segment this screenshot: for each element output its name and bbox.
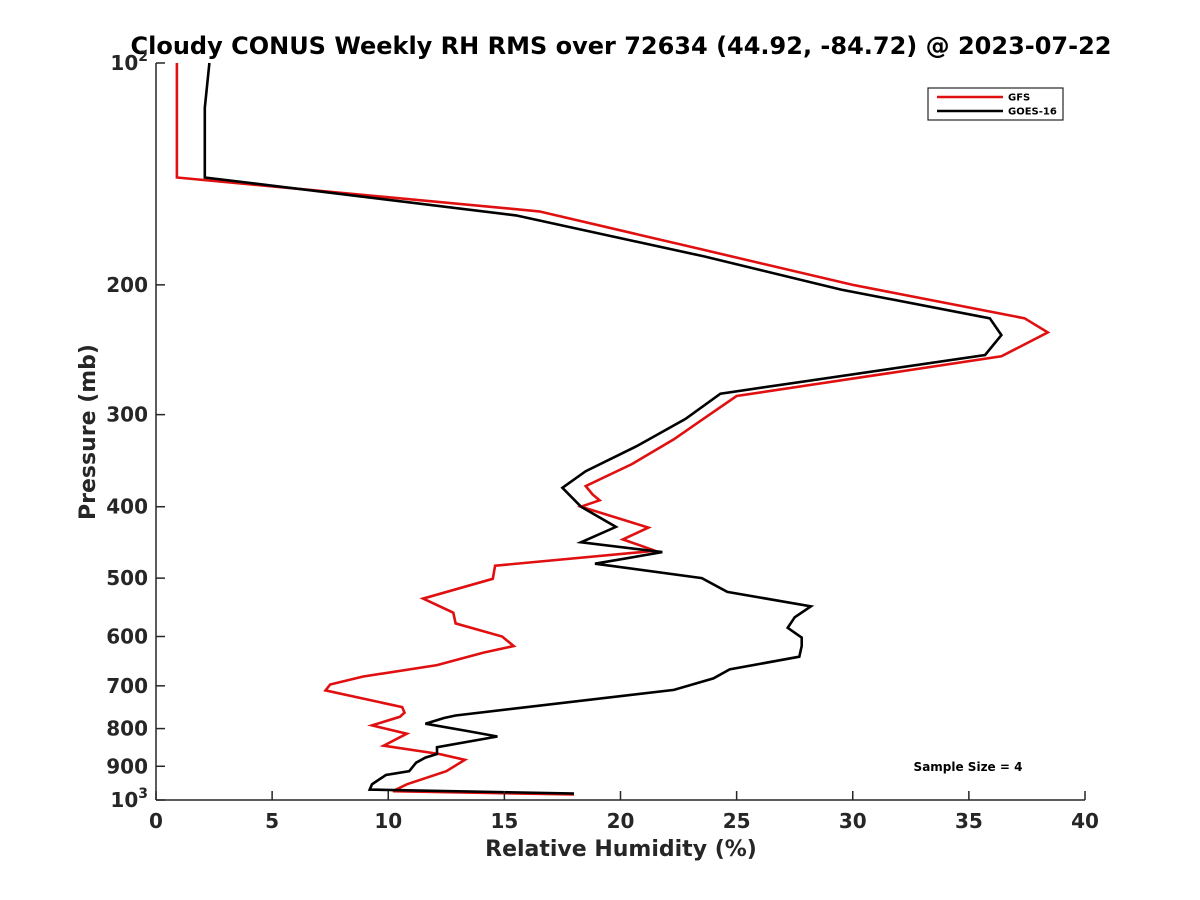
y-tick-label: 700 — [106, 674, 148, 698]
x-tick-label: 5 — [265, 809, 279, 833]
legend-items: GFS GOES-16 — [937, 93, 1057, 118]
y-tick-base: 10 — [110, 51, 138, 75]
sample-size-annotation: Sample Size = 4 — [914, 760, 1023, 774]
x-tick-label: 15 — [490, 809, 518, 833]
legend-entry-label: GFS — [1008, 93, 1030, 104]
y-tick-label: 500 — [106, 566, 148, 590]
y-axis-label: Pressure (mb) — [76, 344, 101, 520]
y-tick-label: 200 — [106, 273, 148, 297]
chart-title: Cloudy CONUS Weekly RH RMS over 72634 (4… — [131, 32, 1112, 60]
x-tick-label: 25 — [723, 809, 751, 833]
y-tick-label: 900 — [106, 754, 148, 778]
y-tick-exponent: 2 — [138, 49, 148, 65]
y-tick-label: 300 — [106, 403, 148, 427]
x-axis-ticks: 0 5 10 15 20 25 30 35 40 — [149, 791, 1099, 833]
series-line-gfs — [175, 63, 1051, 796]
x-tick-label: 0 — [149, 809, 163, 833]
y-tick-label: 800 — [106, 717, 148, 741]
legend-box — [927, 87, 1064, 121]
series-layer — [175, 62, 1051, 796]
y-tick-label: 102 — [110, 49, 148, 75]
y-tick-base: 10 — [110, 788, 138, 812]
x-tick-label: 30 — [839, 809, 867, 833]
plot-area: 0 5 10 15 20 25 30 35 40 10220030040050060070080… — [106, 49, 1099, 833]
x-tick-label: 10 — [374, 809, 402, 833]
legend-entry-label: GOES-16 — [1008, 107, 1057, 118]
y-tick-label: 400 — [106, 495, 148, 519]
y-tick-label: 600 — [106, 624, 148, 648]
legend: GFS GOES-16 — [927, 87, 1064, 121]
x-tick-label: 40 — [1071, 809, 1099, 833]
x-axis-label: Relative Humidity (%) — [485, 837, 757, 862]
x-tick-label: 20 — [607, 809, 635, 833]
series-line-goes-16 — [203, 62, 1004, 795]
x-tick-label: 35 — [955, 809, 983, 833]
y-tick-label: 103 — [110, 786, 148, 812]
y-tick-exponent: 3 — [138, 786, 148, 802]
